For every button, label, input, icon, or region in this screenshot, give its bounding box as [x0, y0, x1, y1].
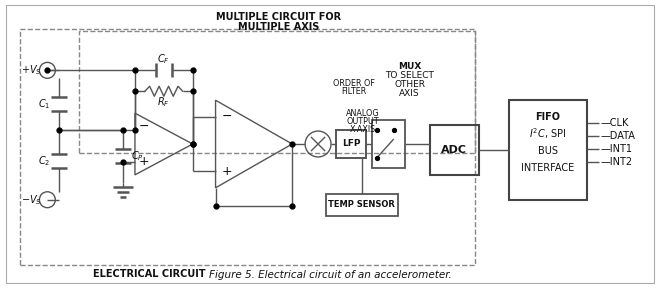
Text: MULTIPLE AXIS: MULTIPLE AXIS	[238, 22, 319, 32]
Text: ELECTRICAL CIRCUIT: ELECTRICAL CIRCUIT	[92, 269, 205, 279]
Text: LFP: LFP	[342, 139, 360, 149]
Text: $C_P$: $C_P$	[131, 149, 145, 163]
Bar	[430, 125, 479, 175]
Text: AXIS: AXIS	[399, 89, 420, 98]
Text: $+V_S$: $+V_S$	[21, 63, 42, 77]
Text: $C_F$: $C_F$	[158, 52, 170, 66]
Text: INTERFACE: INTERFACE	[521, 163, 575, 173]
Text: FIFO: FIFO	[535, 112, 560, 122]
Text: —INT2: —INT2	[601, 157, 633, 167]
Text: −: −	[139, 120, 149, 132]
Text: —INT1: —INT1	[601, 144, 633, 154]
Text: +: +	[139, 156, 149, 168]
Text: ADC: ADC	[442, 145, 467, 155]
Text: —CLK: —CLK	[601, 118, 629, 128]
Text: —DATA: —DATA	[601, 131, 636, 141]
Text: MUX: MUX	[398, 62, 421, 71]
Text: MULTIPLE CIRCUIT FOR: MULTIPLE CIRCUIT FOR	[216, 12, 341, 22]
Text: FILTER: FILTER	[341, 87, 366, 96]
Text: $R_F$: $R_F$	[158, 95, 170, 109]
Text: OUTPUT: OUTPUT	[346, 117, 379, 126]
Text: $-V_S$: $-V_S$	[21, 193, 42, 206]
Text: $C_1$: $C_1$	[38, 97, 51, 111]
Text: ORDER OF: ORDER OF	[333, 79, 375, 88]
Text: $C_2$: $C_2$	[38, 154, 51, 168]
Bar	[20, 29, 475, 266]
Text: TEMP SENSOR: TEMP SENSOR	[329, 200, 395, 209]
Text: TO SELECT: TO SELECT	[385, 71, 434, 80]
Text: BUS: BUS	[538, 146, 558, 156]
Bar	[372, 120, 405, 168]
Text: $I^2C$, SPI: $I^2C$, SPI	[529, 127, 566, 141]
Text: OTHER: OTHER	[394, 80, 425, 89]
Bar	[336, 130, 366, 158]
Text: Figure 5. Electrical circuit of an accelerometer.: Figure 5. Electrical circuit of an accel…	[209, 270, 451, 280]
Text: X-AXIS: X-AXIS	[350, 125, 376, 134]
Text: +: +	[221, 165, 232, 178]
Bar	[509, 100, 587, 200]
Bar	[79, 31, 475, 153]
Bar	[326, 194, 398, 216]
Text: ANALOG: ANALOG	[346, 109, 380, 118]
Text: −: −	[221, 110, 232, 123]
